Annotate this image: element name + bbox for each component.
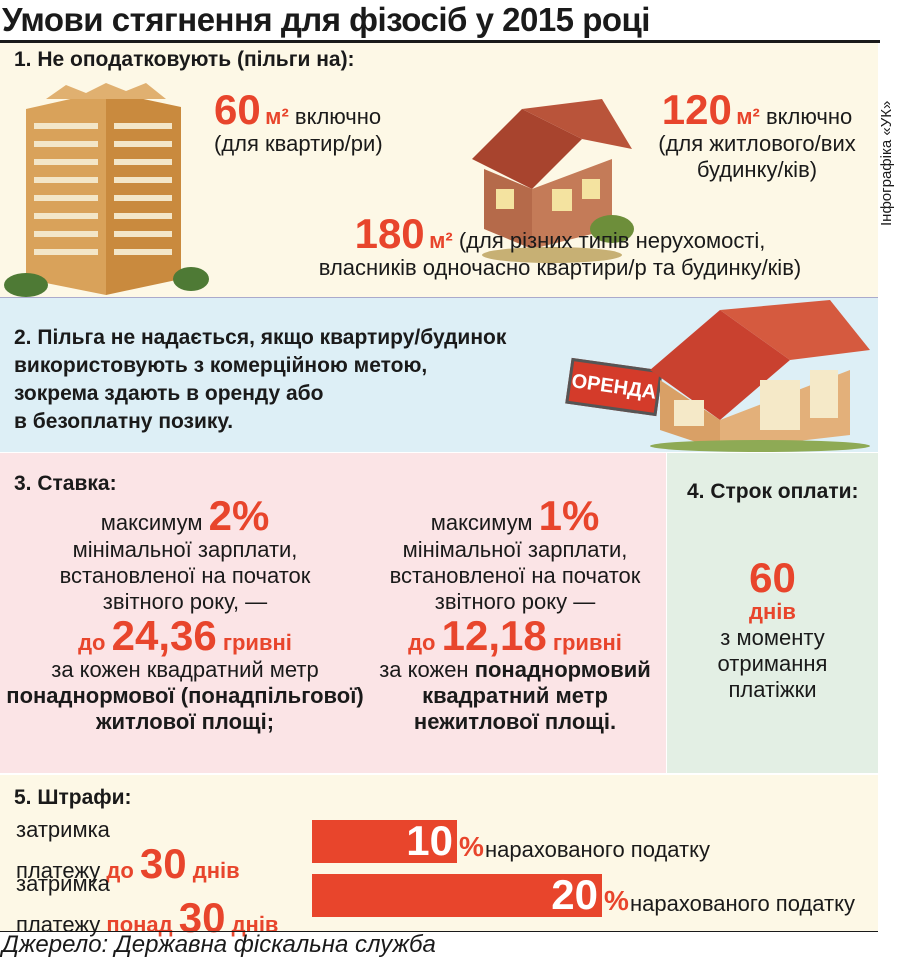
house-image [472, 99, 634, 263]
rate-nonresidential: максимум 1% мінімальної зарплати, встано… [355, 495, 675, 735]
section-2-text: 2. Пільга не надається, якщо квартиру/бу… [14, 324, 506, 436]
rate-right-line: нежитлової площі. [413, 709, 617, 734]
section-2-line: 2. Пільга не надається, якщо квартиру/бу… [14, 326, 507, 349]
exemption-120-suffix: включно [759, 104, 853, 129]
payment-term-line: з моменту [720, 625, 825, 650]
payment-term-value: 60 [749, 554, 796, 601]
penalty-row-label-line: затримка [16, 817, 110, 842]
penalty-percent: 20 [551, 871, 598, 918]
rate-left-currency: гривні [216, 630, 292, 655]
section-3-heading: 3. Ставка: [14, 472, 117, 495]
section-4-heading: 4. Строк оплати: [687, 480, 859, 503]
exemption-60-unit: м² [265, 104, 289, 129]
penalty-row-days: 30 [139, 840, 187, 887]
rate-right-line: квадратний метр [422, 683, 608, 708]
penalty-row-label: затримка платежу понад 30 днів [16, 871, 316, 943]
penalty-bar [312, 874, 602, 917]
rate-left-line: житлової площі; [95, 709, 275, 734]
rate-right-line: понаднормовий [474, 657, 651, 682]
exemption-60-value: 60 [214, 86, 261, 133]
title-divider [0, 40, 880, 43]
rate-left-line: звітного року, — [102, 589, 268, 614]
exemption-60-note: (для квартир/ри) [214, 131, 383, 156]
penalty-percent: 10 [406, 817, 453, 864]
section-rate: 3. Ставка: максимум 2% мінімальної зарпл… [0, 453, 666, 773]
rate-right-line: встановленої на початок [389, 563, 641, 588]
credit-text: Інфографіка «УК» [878, 100, 895, 226]
rate-left-max-value: 2% [208, 492, 270, 539]
rate-left-max-label: максимум [100, 510, 209, 535]
penalty-percent-sign: % [459, 831, 484, 862]
exemption-180-note-2: власників одночасно квартири/р та будинк… [318, 255, 802, 280]
exemption-60-suffix: включно [288, 104, 382, 129]
penalty-row-qualifier: понад [106, 912, 179, 937]
payment-term-line: отримання [717, 651, 828, 676]
section-2-line: використовують з комерційною метою, [14, 354, 428, 377]
exemption-60: 60 м² включно (для квартир/ри) [214, 89, 383, 157]
rate-right-currency: гривні [546, 630, 622, 655]
source-note: Джерело: Державна фіскальна служба [2, 931, 436, 958]
exemption-180-unit: м² [429, 228, 453, 253]
rate-left-to: до [78, 630, 112, 655]
payment-term-body: 60 днів з моменту отримання платіжки [667, 557, 878, 703]
rate-left-line: встановленої на початок [59, 563, 311, 588]
section-1-heading: 1. Не оподатковують (пільги на): [14, 48, 355, 71]
penalty-row-days-unit: днів [186, 858, 240, 883]
payment-term-line: платіжки [728, 677, 817, 702]
penalty-percent-sign: % [604, 885, 629, 916]
rate-right-line: за кожен [379, 657, 475, 682]
rate-right-line: звітного року — [434, 589, 596, 614]
exemption-180-note-1: (для різних типів нерухомості, [452, 228, 766, 253]
exemption-120: 120 м² включно (для житлового/вих будинк… [642, 89, 872, 183]
rate-right-line: мінімальної зарплати, [402, 537, 628, 562]
apartment-building-image [4, 83, 209, 297]
penalty-row-label-line: затримка [16, 871, 110, 896]
section-exemptions: 1. Не оподатковують (пільги на): 60 м² в… [0, 43, 878, 297]
section-5-heading: 5. Штрафи: [14, 786, 132, 809]
penalty-bar [312, 820, 457, 863]
section-penalties: 5. Штрафи: затримка платежу до 30 днів 1… [0, 775, 878, 939]
penalty-row-label: затримка платежу до 30 днів [16, 817, 316, 889]
rate-left-line: понаднормової (понадпільгової) [6, 683, 364, 708]
penalty-row-label-line: платежу [16, 858, 107, 883]
credit-box: Інфографіка «УК» [878, 46, 898, 226]
wooden-house-image [650, 300, 870, 452]
section-2-line: в безоплатну позику. [14, 410, 234, 433]
exemption-120-value: 120 [661, 86, 732, 133]
rate-right-to: до [408, 630, 442, 655]
penalty-row-label-line: платежу [16, 912, 107, 937]
rate-left-line: мінімальної зарплати, [72, 537, 298, 562]
section-2-line: зокрема здають в оренду або [14, 382, 324, 405]
penalty-description: нарахованого податку [630, 891, 855, 916]
penalty-description: нарахованого податку [485, 837, 710, 862]
rate-right-max-value: 1% [538, 492, 600, 539]
rate-right-max-label: максимум [430, 510, 539, 535]
section-no-exemption: 2. Пільга не надається, якщо квартиру/бу… [0, 297, 878, 452]
penalty-row-qualifier: до [106, 858, 140, 883]
payment-term-unit: днів [749, 599, 796, 624]
rate-right-amount: 12,18 [441, 612, 547, 659]
page-title: Умови стягнення для фізосіб у 2015 році [2, 1, 650, 38]
exemption-180-value: 180 [354, 210, 425, 257]
section-payment-term: 4. Строк оплати: 60 днів з моменту отрим… [667, 453, 878, 773]
rate-left-line: за кожен квадратний метр [51, 657, 319, 682]
rate-left-amount: 24,36 [111, 612, 217, 659]
exemption-180: 180 м² (для різних типів нерухомості, вл… [270, 213, 850, 281]
exemption-120-unit: м² [736, 104, 760, 129]
exemption-120-note-2: будинку/ків) [696, 157, 818, 182]
source-divider [0, 931, 878, 932]
rate-residential: максимум 2% мінімальної зарплати, встано… [0, 495, 370, 735]
exemption-120-note-1: (для житлового/вих [658, 131, 856, 156]
penalty-row-days-unit: днів [225, 912, 279, 937]
